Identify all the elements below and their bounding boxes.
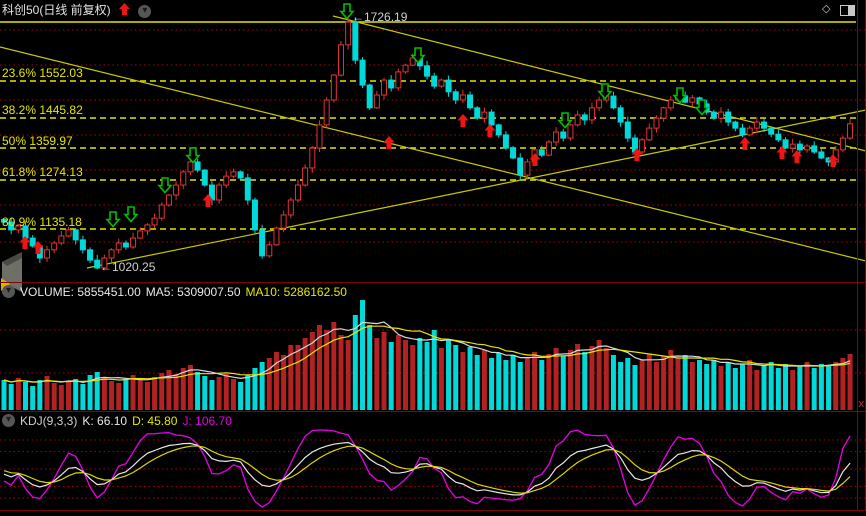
k-value: 66.10 bbox=[97, 413, 128, 428]
right-axis-line bbox=[857, 0, 858, 511]
peak-price-annotation: ←1726.19 bbox=[352, 10, 408, 24]
fib-level-label: 50% 1359.97 bbox=[2, 134, 73, 148]
symbol-title: 科创50(日线 前复权) bbox=[2, 3, 111, 17]
fib-level-label: 23.6% 1552.03 bbox=[2, 66, 83, 80]
j-value: 106.70 bbox=[195, 413, 232, 428]
volume-collapse-icon[interactable]: ▾ bbox=[2, 285, 15, 298]
kdj-chart[interactable] bbox=[0, 428, 866, 510]
d-value: 45.80 bbox=[147, 413, 178, 428]
chart-title-bar: 科创50(日线 前复权) ▾ bbox=[2, 1, 152, 18]
volume-panel-header: ▾ VOLUME: 5855451.00 MA5: 5309007.50 MA1… bbox=[2, 284, 347, 299]
low-price-annotation: ←1020.25 bbox=[100, 260, 156, 274]
bottom-border bbox=[0, 510, 866, 511]
collapse-chevron-icon[interactable]: ▾ bbox=[138, 5, 152, 18]
fib-level-label: 80.9% 1135.18 bbox=[2, 215, 82, 229]
ma10-value: 5286162.50 bbox=[283, 284, 347, 299]
volume-kdj-separator bbox=[0, 411, 866, 412]
diamond-icon[interactable]: ◇ bbox=[822, 3, 831, 15]
volume-label: VOLUME: bbox=[20, 284, 75, 299]
ma10-label: MA10: bbox=[245, 284, 281, 299]
split-window-icon[interactable] bbox=[840, 5, 855, 16]
axis-close-x[interactable]: x bbox=[858, 397, 865, 410]
fib-level-label: 61.8% 1274.13 bbox=[2, 165, 83, 179]
ma5-value: 5309007.50 bbox=[177, 284, 241, 299]
kdj-collapse-icon[interactable]: ▾ bbox=[2, 414, 15, 427]
fib-level-label: 38.2% 1445.82 bbox=[2, 103, 83, 117]
kdj-label: KDJ(9,3,3) bbox=[20, 413, 78, 428]
volume-chart[interactable] bbox=[0, 299, 866, 411]
d-label: D: bbox=[132, 413, 145, 428]
main-candlestick-chart[interactable] bbox=[0, 0, 866, 282]
k-label: K: bbox=[82, 413, 94, 428]
volume-value: 5855451.00 bbox=[77, 284, 141, 299]
price-up-arrow-icon bbox=[119, 3, 131, 15]
main-volume-separator bbox=[0, 282, 866, 283]
j-label: J: bbox=[182, 413, 192, 428]
kdj-panel-header: ▾ KDJ(9,3,3) K: 66.10 D: 45.80 J: 106.70 bbox=[2, 413, 232, 428]
ma5-label: MA5: bbox=[145, 284, 174, 299]
